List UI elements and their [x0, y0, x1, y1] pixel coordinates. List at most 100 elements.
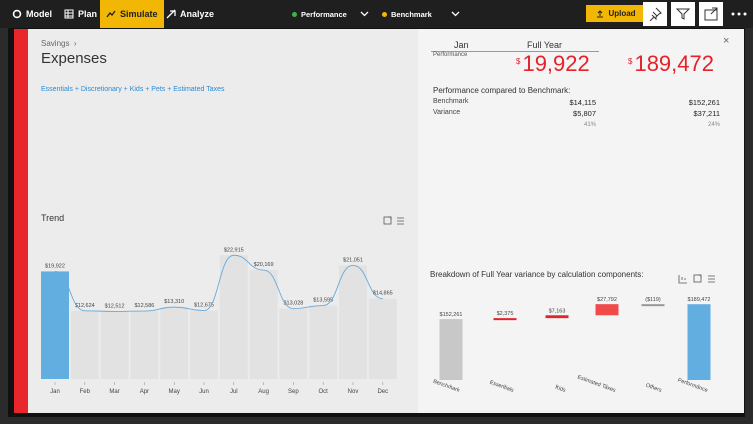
components-formula[interactable]: Essentials + Discretionary + Kids + Pets… — [41, 86, 225, 93]
tab-model-label: Model — [26, 9, 52, 19]
breakdown-toolbar — [678, 274, 715, 284]
breakdown-bar-essentials[interactable] — [493, 318, 517, 321]
trend-bar-apr[interactable] — [130, 311, 159, 379]
trend-axis-label: Jun — [199, 389, 209, 395]
benchmark-label: Benchmark — [391, 9, 432, 19]
trend-data-label: $22,915 — [224, 247, 244, 253]
menu-icon[interactable] — [708, 275, 715, 283]
expenses-panel: Savings › Expenses Essentials + Discreti… — [14, 29, 744, 413]
performance-dropdown[interactable] — [360, 0, 369, 28]
tab-analyze[interactable]: Analyze — [166, 0, 214, 28]
breakdown-data-label: $2,375 — [497, 311, 514, 317]
breakdown-bar-kids[interactable] — [545, 315, 569, 319]
benchmark-dropdown[interactable] — [451, 0, 460, 28]
trend-data-label: $13,595 — [313, 298, 333, 304]
bottom-bar — [0, 417, 753, 424]
trend-toolbar — [383, 216, 404, 225]
breakdown-bar-estimated-taxes[interactable] — [595, 304, 619, 316]
breakdown-data-label: $152,261 — [440, 312, 463, 318]
trend-axis-label: Feb — [80, 389, 91, 395]
variance-row-label: Variance — [433, 109, 461, 116]
analyze-icon — [166, 9, 176, 19]
tab-analyze-label: Analyze — [180, 9, 215, 19]
performance-fy-value: $189,472 — [628, 51, 714, 77]
trend-axis-label: Dec — [377, 389, 388, 395]
variance-fy-value: $37,211 — [693, 109, 720, 118]
filter-icon — [676, 8, 690, 20]
close-icon[interactable]: × — [723, 35, 730, 47]
trend-axis-label: Jan — [50, 389, 60, 395]
upload-label: Upload — [608, 9, 636, 18]
trend-bar-feb[interactable] — [70, 310, 99, 379]
breakdown-axis-label: Essentials — [489, 380, 515, 394]
pin-icon — [649, 7, 662, 21]
breakdown-data-label: $189,472 — [688, 297, 711, 303]
benchmark-jan-value: $14,115 — [569, 98, 596, 107]
variance-jan-value: $5,807 — [573, 109, 596, 118]
model-icon — [12, 9, 22, 19]
trend-chart: $19,922 Jan $12,624 Feb $12,512 Mar $12,586 Apr… — [41, 247, 397, 395]
trend-bar-may[interactable] — [160, 307, 189, 379]
tab-model[interactable]: Model — [12, 0, 52, 28]
performance-fy-number: 189,472 — [634, 51, 714, 76]
trend-data-label: $12,675 — [194, 303, 214, 309]
benchmark-selector[interactable]: Benchmark — [382, 0, 432, 28]
page-title: Expenses — [41, 50, 107, 67]
trend-data-label: $21,051 — [343, 257, 363, 263]
trend-bar-sep[interactable] — [279, 308, 308, 379]
breadcrumb[interactable]: Savings › — [41, 39, 77, 48]
trend-title: Trend — [41, 213, 65, 223]
trend-axis-label: Aug — [258, 389, 269, 395]
pin-button[interactable] — [643, 2, 667, 26]
breakdown-data-label: ($119) — [645, 297, 661, 303]
filter-button[interactable] — [671, 2, 695, 26]
trend-bar-oct[interactable] — [309, 305, 338, 379]
trend-axis-label: Apr — [140, 389, 149, 395]
grid-icon — [64, 9, 74, 19]
currency-symbol: $ — [516, 57, 521, 66]
trend-bar-jan[interactable] — [41, 271, 69, 379]
trend-bar-aug[interactable] — [249, 270, 278, 379]
col-header-full-year: Full Year — [527, 40, 563, 50]
trend-data-label: $12,512 — [105, 303, 125, 309]
breakdown-axis-label: Benchmark — [432, 379, 460, 394]
breakdown-data-label: $7,163 — [549, 308, 566, 314]
simulate-icon — [106, 10, 116, 18]
breakdown-bar-performance[interactable] — [687, 304, 711, 380]
breakdown-bar-benchmark[interactable] — [439, 319, 463, 380]
performance-dot — [292, 11, 297, 17]
tab-simulate-label: Simulate — [120, 9, 158, 19]
trend-bar-nov[interactable] — [339, 265, 367, 379]
drill-icon[interactable] — [678, 275, 687, 284]
performance-jan-value: $19,922 — [516, 51, 590, 77]
menu-icon[interactable] — [397, 217, 404, 225]
expand-icon — [704, 7, 718, 21]
benchmark-row-label: Benchmark — [433, 98, 469, 105]
expand-icon[interactable] — [383, 216, 392, 225]
chevron-right-icon: › — [71, 39, 77, 48]
trend-bar-jun[interactable] — [190, 310, 218, 379]
trend-data-label: $14,865 — [373, 291, 393, 297]
trend-data-label: $13,028 — [283, 301, 303, 307]
trend-data-label: $19,922 — [45, 263, 65, 269]
upload-icon — [597, 9, 604, 17]
breakdown-data-label: $27,792 — [597, 297, 617, 303]
breakdown-bar-others[interactable] — [641, 304, 665, 307]
breadcrumb-savings[interactable]: Savings — [41, 39, 70, 48]
trend-axis-label: Sep — [288, 389, 299, 395]
more-options-button[interactable] — [727, 2, 751, 26]
trend-bar-jul[interactable] — [219, 255, 248, 379]
col-header-jan: Jan — [454, 40, 469, 50]
trend-axis-label: Nov — [348, 389, 359, 395]
performance-label: Performance — [433, 52, 468, 58]
performance-selector[interactable]: Performance — [292, 0, 347, 28]
breakdown-axis-label: Estimated Taxes — [576, 374, 616, 393]
upload-button[interactable]: Upload — [586, 5, 646, 22]
tab-simulate[interactable]: Simulate — [100, 0, 164, 28]
trend-bar-dec[interactable] — [368, 298, 397, 379]
focus-mode-button[interactable] — [699, 2, 723, 26]
trend-bar-mar[interactable] — [100, 311, 129, 379]
tab-plan[interactable]: Plan — [64, 0, 97, 28]
expand-icon[interactable] — [693, 274, 702, 283]
tab-plan-label: Plan — [78, 9, 98, 19]
